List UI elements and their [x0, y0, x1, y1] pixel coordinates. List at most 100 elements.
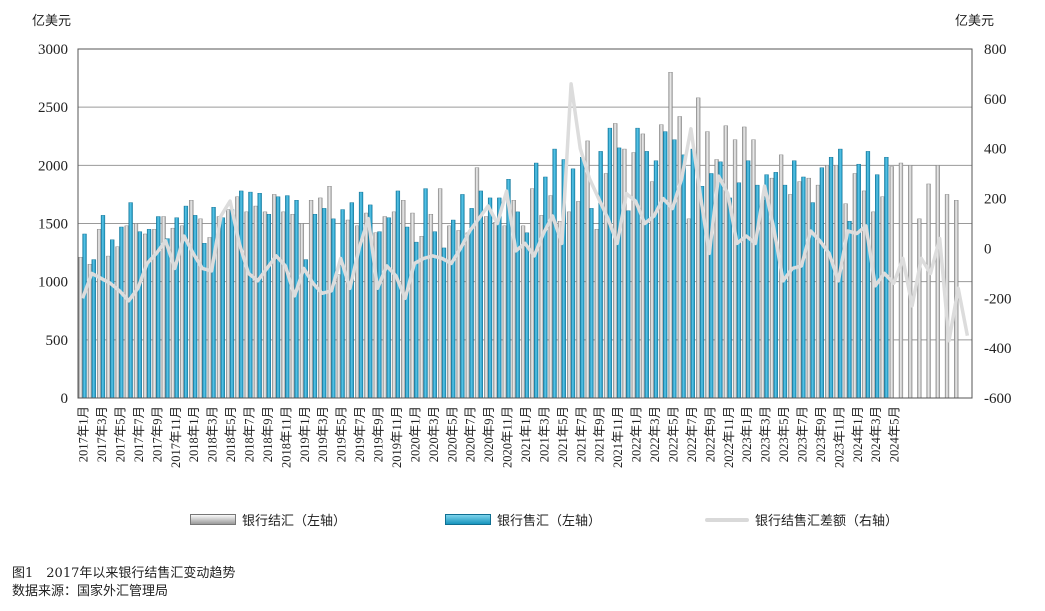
bar-sale	[82, 233, 87, 399]
bar-sale	[552, 148, 557, 399]
bar-sale	[469, 208, 474, 399]
bar-settlement	[272, 194, 277, 399]
bar-settlement	[788, 194, 793, 399]
legend-swatch-sale	[445, 514, 491, 525]
y-tick-label-right: 0	[984, 241, 992, 257]
x-tick-label: 2024年3月	[869, 406, 883, 462]
bar-settlement	[742, 126, 747, 399]
bar-sale	[358, 191, 364, 399]
bar-settlement	[760, 200, 765, 399]
bar-settlement	[530, 188, 535, 399]
bar-settlement	[640, 133, 646, 399]
bar-settlement	[898, 162, 904, 399]
bar-settlement	[465, 232, 470, 399]
bar-settlement	[474, 167, 480, 399]
bar-sale	[865, 151, 871, 399]
bar-settlement	[493, 222, 498, 399]
x-tick-label: 2023年3月	[759, 406, 773, 462]
bar-settlement	[447, 225, 452, 399]
bar-settlement	[143, 233, 148, 399]
bar-sale	[146, 229, 152, 399]
x-tick-label: 2022年3月	[648, 406, 662, 462]
bar-settlement	[520, 225, 526, 399]
bar-sale	[322, 208, 327, 399]
bar-settlement	[917, 218, 922, 399]
y-tick-label-right: -600	[984, 391, 1012, 407]
x-tick-label: 2019年7月	[353, 406, 367, 462]
x-tick-label: 2017年3月	[95, 406, 109, 462]
bar-settlement	[308, 200, 314, 399]
legend-label-sale: 银行售汇（左轴）	[497, 514, 602, 529]
bar-sale	[229, 209, 235, 399]
bar-sale	[110, 239, 115, 399]
bar-sale	[570, 168, 576, 399]
bar-sale	[801, 176, 806, 399]
legend-settlement: 银行结汇（左轴）	[190, 510, 346, 529]
bar-settlement	[502, 225, 507, 399]
bar-settlement	[696, 97, 701, 399]
bar-settlement	[686, 218, 692, 399]
bar-sale	[275, 196, 281, 399]
x-tick-label: 2023年1月	[740, 406, 754, 462]
x-tick-label: 2017年9月	[150, 406, 164, 462]
bar-sale	[580, 156, 585, 399]
bar-sale	[248, 191, 253, 399]
bar-sale	[257, 193, 262, 399]
bar-sale	[635, 127, 640, 399]
bar-sale	[589, 208, 594, 399]
bar-settlement	[705, 131, 710, 399]
x-tick-label: 2024年5月	[888, 406, 902, 462]
y-tick-label-left: 1500	[38, 217, 68, 233]
bar-sale	[616, 147, 622, 399]
bar-settlement	[815, 184, 821, 399]
bar-settlement	[299, 223, 305, 399]
bar-settlement	[207, 237, 212, 399]
bar-settlement	[198, 218, 203, 399]
line-difference	[80, 82, 970, 343]
bar-settlement	[880, 196, 885, 399]
bar-settlement	[594, 229, 599, 399]
y-tick-label-right: 600	[984, 92, 1007, 108]
legend-label-difference: 银行结售汇差额（右轴）	[755, 514, 899, 529]
bar-sale	[460, 194, 465, 399]
y-tick-label-right: -400	[984, 341, 1012, 357]
bar-sale	[377, 231, 382, 399]
bar-settlement	[281, 211, 286, 399]
y-tick-label-right: 800	[984, 42, 1007, 58]
bar-settlement	[861, 190, 867, 399]
y-tick-label-left: 0	[61, 391, 69, 407]
x-tick-label: 2021年7月	[574, 406, 588, 462]
x-tick-label: 2018年11月	[279, 406, 293, 468]
x-tick-label: 2018年1月	[187, 406, 201, 462]
bar-settlement	[428, 213, 434, 399]
bar-sale	[672, 139, 677, 399]
x-tick-label: 2023年11月	[832, 406, 846, 468]
bar-sale	[644, 151, 649, 399]
y-tick-label-right: 200	[984, 192, 1007, 208]
bar-sale	[718, 161, 723, 399]
bar-settlement	[797, 181, 802, 399]
bar-sale	[303, 259, 308, 399]
bar-sale	[497, 197, 502, 399]
bar-settlement	[852, 173, 857, 399]
bar-sale	[91, 259, 96, 399]
x-tick-label: 2021年5月	[556, 406, 570, 462]
bar-settlement	[732, 139, 738, 399]
bar-settlement	[410, 212, 415, 399]
bar-settlement	[751, 139, 756, 399]
bar-settlement	[244, 211, 249, 399]
bar-settlement	[603, 173, 609, 399]
bar-settlement	[935, 165, 940, 399]
x-tick-label: 2020年3月	[427, 406, 441, 462]
bar-settlement	[548, 195, 553, 399]
bar-settlement	[926, 183, 931, 399]
bar-sale	[165, 238, 170, 399]
bar-sale	[534, 162, 539, 399]
bar-sale	[137, 231, 142, 399]
bar-sale	[828, 156, 834, 399]
right-axis-title: 亿美元	[955, 14, 995, 29]
y-tick-label-left: 2500	[38, 100, 68, 116]
x-tick-label: 2017年1月	[77, 406, 91, 462]
x-tick-label: 2018年3月	[206, 406, 220, 462]
x-tick-label: 2018年9月	[261, 406, 275, 462]
